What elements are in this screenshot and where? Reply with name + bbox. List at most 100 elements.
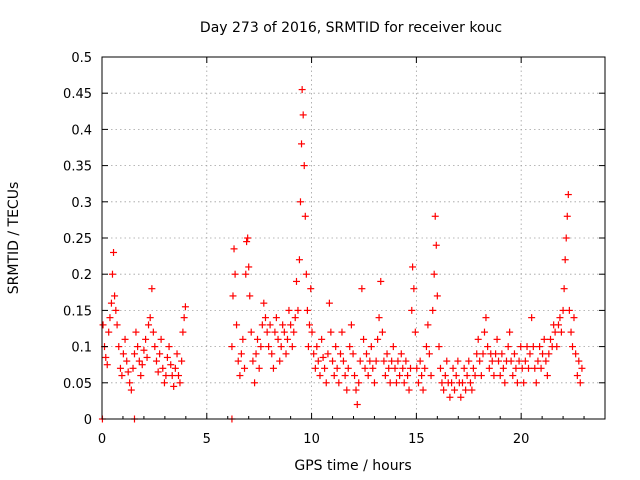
chart-title: Day 273 of 2016, SRMTID for receiver kou… <box>200 20 502 36</box>
data-point <box>536 343 544 351</box>
data-point <box>268 350 276 358</box>
data-point <box>292 277 300 285</box>
data-point <box>343 386 351 394</box>
data-point <box>465 357 473 365</box>
data-point <box>559 306 567 314</box>
data-point <box>411 328 419 336</box>
data-point <box>134 343 142 351</box>
data-point <box>228 343 236 351</box>
data-point <box>112 306 120 314</box>
data-point <box>135 357 143 365</box>
data-point <box>272 314 280 322</box>
data-point <box>137 372 145 380</box>
data-point <box>482 314 490 322</box>
data-point <box>474 335 482 343</box>
data-point <box>513 379 521 387</box>
data-point <box>410 285 418 293</box>
data-point <box>151 343 159 351</box>
data-point <box>488 357 496 365</box>
data-point <box>430 270 438 278</box>
data-point <box>418 372 426 380</box>
data-point <box>325 299 333 307</box>
data-point <box>515 357 523 365</box>
y-tick-label: 0 <box>84 413 92 428</box>
data-point <box>333 364 341 372</box>
data-point <box>257 343 265 351</box>
data-point <box>561 256 569 264</box>
data-point <box>319 353 327 361</box>
data-point <box>318 335 326 343</box>
data-point <box>351 372 359 380</box>
data-point <box>252 350 260 358</box>
data-point <box>551 328 559 336</box>
data-point <box>414 379 422 387</box>
data-point <box>233 321 241 329</box>
data-point <box>543 372 551 380</box>
data-point <box>344 364 352 372</box>
y-tick-label: 0.1 <box>71 341 92 356</box>
data-point <box>291 314 299 322</box>
data-point <box>512 364 520 372</box>
data-point <box>266 321 274 329</box>
data-point <box>553 343 561 351</box>
data-point <box>249 357 257 365</box>
data-point <box>396 372 404 380</box>
data-point <box>438 379 446 387</box>
data-point <box>230 245 238 253</box>
data-point <box>229 292 237 300</box>
data-point <box>274 335 282 343</box>
data-point <box>152 357 160 365</box>
data-point <box>462 386 470 394</box>
data-point <box>394 357 402 365</box>
data-point <box>392 379 400 387</box>
data-point <box>399 364 407 372</box>
data-point <box>341 372 349 380</box>
data-point <box>385 364 393 372</box>
data-point <box>99 321 107 329</box>
data-point <box>180 314 188 322</box>
data-point <box>106 314 114 322</box>
data-point <box>103 361 111 369</box>
data-point <box>476 357 484 365</box>
data-point <box>381 372 389 380</box>
data-point <box>330 372 338 380</box>
data-point <box>518 364 526 372</box>
data-point <box>143 353 151 361</box>
data-point <box>389 343 397 351</box>
data-point <box>510 350 518 358</box>
data-point <box>460 364 468 372</box>
data-point <box>356 357 364 365</box>
data-point <box>570 314 578 322</box>
data-point <box>416 357 424 365</box>
data-point <box>304 343 312 351</box>
data-point <box>429 306 437 314</box>
data-point <box>283 335 291 343</box>
data-point <box>244 234 252 242</box>
data-point <box>349 350 357 358</box>
data-point <box>242 270 250 278</box>
data-point <box>181 303 189 311</box>
data-point <box>440 386 448 394</box>
data-point <box>542 357 550 365</box>
data-point <box>352 386 360 394</box>
data-point <box>405 386 413 394</box>
x-tick-label: 20 <box>513 432 530 447</box>
data-point <box>413 364 421 372</box>
data-point <box>506 328 514 336</box>
data-point <box>298 140 306 148</box>
data-point <box>263 328 271 336</box>
data-point <box>285 306 293 314</box>
data-point <box>480 328 488 336</box>
data-point <box>578 364 586 372</box>
data-point <box>572 350 580 358</box>
data-point <box>545 350 553 358</box>
data-point <box>369 364 377 372</box>
data-point <box>397 350 405 358</box>
y-tick-label: 0.35 <box>63 160 92 175</box>
data-point <box>254 335 262 343</box>
y-axis-title: SRMTID / TECUs <box>6 182 22 295</box>
data-point <box>243 238 251 246</box>
data-point <box>170 382 178 390</box>
x-tick-label: 15 <box>408 432 425 447</box>
